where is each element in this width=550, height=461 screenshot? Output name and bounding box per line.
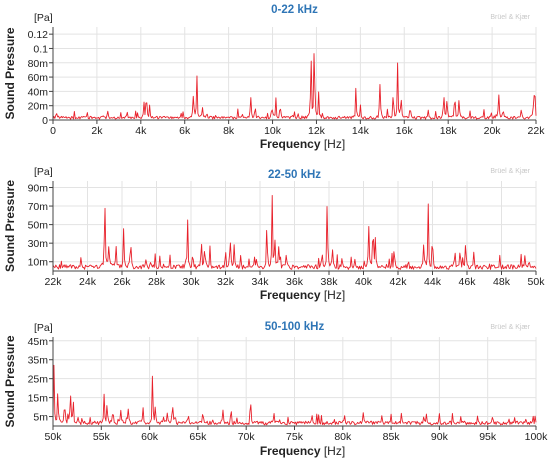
x-tick-label: 24k — [79, 276, 97, 288]
y-unit-label: [Pa] — [34, 166, 53, 178]
y-tick-label: 50m — [28, 220, 49, 232]
x-axis-label-unit: [Hz] — [324, 444, 345, 458]
x-tick-label: 55k — [93, 431, 111, 443]
x-tick-label: 20k — [484, 125, 502, 137]
y-tick-label: 20m — [28, 101, 49, 113]
x-tick-label: 42k — [390, 276, 408, 288]
y-tick-label: 0.12 — [28, 29, 49, 41]
x-tick-label: 85k — [383, 431, 401, 443]
y-tick-label: 80m — [28, 58, 49, 70]
x-tick-label: 44k — [424, 276, 442, 288]
x-tick-label: 6k — [179, 125, 191, 137]
spectrum-trace — [52, 53, 537, 120]
x-axis-label-main: Frequency — [260, 444, 324, 458]
x-tick-label: 22k — [528, 125, 546, 137]
x-axis-label-unit: [Hz] — [324, 137, 345, 151]
y-tick-label: 25m — [28, 374, 49, 386]
x-tick-label: 18k — [440, 125, 458, 137]
y-tick-label: 70m — [28, 201, 49, 213]
x-tick-label: 34k — [252, 276, 270, 288]
x-tick-label: 4k — [135, 125, 147, 137]
x-tick-label: 26k — [114, 276, 132, 288]
x-tick-label: 36k — [286, 276, 304, 288]
brand-watermark: Brüel & Kjær — [490, 14, 530, 21]
y-tick-label: 10m — [28, 257, 49, 269]
x-tick-label: 100k — [525, 431, 549, 443]
spectrum-panel-1: 0 2k 4k 6k 8k 10k 12k 14k 16k 18k 20k 22k020m40m60m… — [3, 4, 545, 151]
spectrum-panel-2: 22k 24k 26k 28k 30k 32k 34k 36k 38k 40k 42k 44k 46k 4… — [3, 166, 545, 302]
x-tick-label: 50k — [528, 276, 546, 288]
x-tick-label: 50k — [45, 431, 63, 443]
x-tick-label: 65k — [189, 431, 207, 443]
y-unit-label: [Pa] — [34, 12, 53, 24]
x-tick-label: 48k — [493, 276, 511, 288]
x-tick-label: 14k — [352, 125, 370, 137]
y-tick-label: 0.1 — [33, 43, 48, 55]
spectrum-trace — [52, 194, 537, 270]
y-unit-label: [Pa] — [34, 322, 53, 334]
y-tick-label: 45m — [28, 336, 49, 348]
brand-watermark: Brüel & Kjær — [490, 324, 530, 331]
x-axis-label-unit: [Hz] — [324, 288, 345, 302]
x-tick-label: 60k — [141, 431, 159, 443]
y-axis-label: Sound Pressure — [3, 27, 17, 119]
panel-title: 0-22 kHz — [271, 4, 318, 16]
y-tick-label: 40m — [28, 86, 49, 98]
x-axis-label: Frequency [Hz] — [260, 288, 345, 302]
spectrum-trace — [52, 364, 537, 426]
x-tick-label: 75k — [286, 431, 304, 443]
x-tick-label: 46k — [459, 276, 477, 288]
x-tick-label: 40k — [355, 276, 373, 288]
x-tick-label: 0 — [50, 125, 56, 137]
y-tick-label: 0 — [42, 115, 48, 127]
x-tick-label: 10k — [264, 125, 282, 137]
y-tick-label: 60m — [28, 72, 49, 84]
x-axis-label: Frequency [Hz] — [260, 444, 345, 458]
x-tick-label: 2k — [91, 125, 103, 137]
panel-title: 50-100 kHz — [265, 321, 325, 333]
x-tick-label: 28k — [148, 276, 166, 288]
y-tick-label: 90m — [28, 182, 49, 194]
y-tick-label: 35m — [28, 355, 49, 367]
x-tick-label: 70k — [238, 431, 256, 443]
spectrum-panel-3: 50k 55k 60k 65k 70k 75k 80k 85k 90k 95k 100k 5m 15m 2… — [3, 321, 548, 458]
x-tick-label: 32k — [217, 276, 235, 288]
x-tick-label: 90k — [431, 431, 449, 443]
x-tick-label: 22k — [45, 276, 63, 288]
x-tick-label: 38k — [321, 276, 339, 288]
x-axis-label: Frequency [Hz] — [260, 137, 345, 151]
y-axis-label: Sound Pressure — [3, 335, 17, 427]
brand-watermark: Brüel & Kjær — [490, 168, 530, 175]
y-tick-label: 15m — [28, 393, 49, 405]
x-tick-label: 16k — [396, 125, 414, 137]
panel-title: 22-50 kHz — [268, 169, 321, 181]
y-tick-label: 30m — [28, 238, 49, 250]
x-tick-label: 80k — [334, 431, 352, 443]
x-axis-label-main: Frequency — [260, 288, 324, 302]
x-tick-label: 8k — [223, 125, 235, 137]
y-tick-label: 5m — [33, 412, 48, 424]
y-axis-label: Sound Pressure — [3, 180, 17, 272]
x-tick-label: 95k — [479, 431, 497, 443]
x-tick-label: 12k — [308, 125, 326, 137]
x-axis-label-main: Frequency — [260, 137, 324, 151]
x-tick-label: 30k — [183, 276, 201, 288]
